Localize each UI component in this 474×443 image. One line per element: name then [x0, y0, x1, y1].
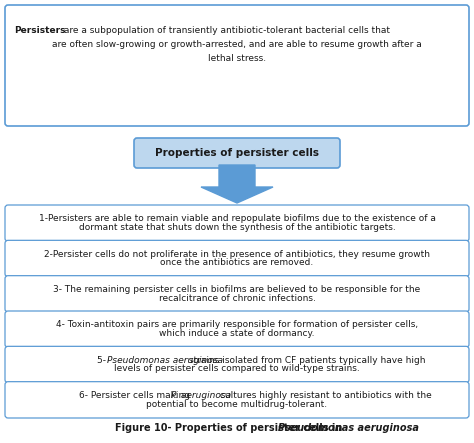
Text: 3- The remaining persister cells in biofilms are believed to be responsible for : 3- The remaining persister cells in biof…	[54, 285, 420, 294]
Text: cultures highly resistant to antibiotics with the: cultures highly resistant to antibiotics…	[218, 391, 432, 400]
FancyBboxPatch shape	[134, 138, 340, 168]
Text: potential to become multidrug-tolerant.: potential to become multidrug-tolerant.	[146, 400, 328, 408]
Text: strains isolated from CF patients typically have high: strains isolated from CF patients typica…	[185, 356, 425, 365]
Text: 5-: 5-	[97, 356, 109, 365]
Text: Persisters: Persisters	[14, 26, 65, 35]
Text: Figure 10- Properties of persister cells in: Figure 10- Properties of persister cells…	[115, 423, 346, 433]
Text: 6- Persister cells making: 6- Persister cells making	[79, 391, 193, 400]
Text: are often slow-growing or growth-arrested, and are able to resume growth after a: are often slow-growing or growth-arreste…	[52, 40, 422, 49]
Text: recalcitrance of chronic infections.: recalcitrance of chronic infections.	[159, 294, 315, 303]
Text: P. aeruginosa: P. aeruginosa	[171, 391, 231, 400]
Text: which induce a state of dormancy.: which induce a state of dormancy.	[159, 329, 315, 338]
Polygon shape	[201, 165, 273, 203]
Text: 4- Toxin-antitoxin pairs are primarily responsible for formation of persister ce: 4- Toxin-antitoxin pairs are primarily r…	[56, 320, 418, 330]
Text: lethal stress.: lethal stress.	[208, 54, 266, 63]
FancyBboxPatch shape	[5, 276, 469, 312]
Text: Properties of persister cells: Properties of persister cells	[155, 148, 319, 158]
Text: dormant state that shuts down the synthesis of the antibiotic targets.: dormant state that shuts down the synthe…	[79, 223, 395, 232]
Text: 2-Persister cells do not proliferate in the presence of antibiotics, they resume: 2-Persister cells do not proliferate in …	[44, 250, 430, 259]
Text: are a subpopulation of transiently antibiotic-tolerant bacterial cells that: are a subpopulation of transiently antib…	[61, 26, 390, 35]
FancyBboxPatch shape	[5, 382, 469, 418]
Text: once the antibiotics are removed.: once the antibiotics are removed.	[160, 258, 314, 267]
FancyBboxPatch shape	[5, 241, 469, 277]
Text: Pseudomonas aeruginosa: Pseudomonas aeruginosa	[278, 423, 419, 433]
FancyBboxPatch shape	[5, 311, 469, 347]
FancyBboxPatch shape	[5, 205, 469, 241]
Text: levels of persister cells compared to wild-type strains.: levels of persister cells compared to wi…	[114, 364, 360, 373]
Text: 1-Persisters are able to remain viable and repopulate biofilms due to the existe: 1-Persisters are able to remain viable a…	[38, 214, 436, 223]
FancyBboxPatch shape	[5, 346, 469, 383]
Text: Pseudomonas aeruginosa: Pseudomonas aeruginosa	[108, 356, 223, 365]
FancyBboxPatch shape	[5, 5, 469, 126]
